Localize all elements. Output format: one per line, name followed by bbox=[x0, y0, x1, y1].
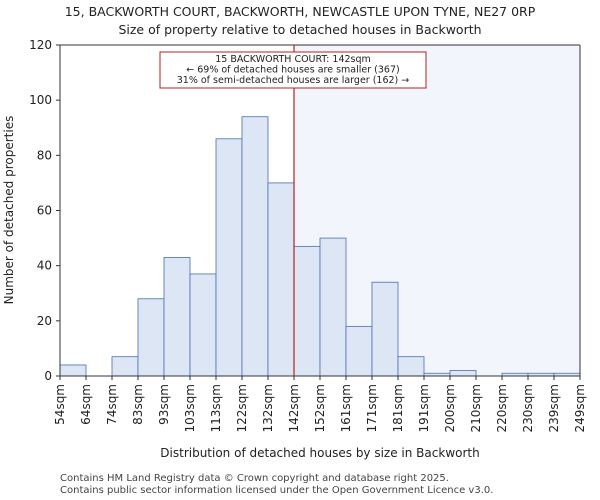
y-tick-label: 0 bbox=[44, 369, 52, 383]
bar-122sqm bbox=[241, 116, 269, 377]
x-tick-label: 64sqm bbox=[79, 384, 93, 425]
y-tick-label: 40 bbox=[37, 259, 52, 273]
x-tick-label: 220sqm bbox=[495, 384, 509, 432]
bar-132sqm bbox=[267, 182, 295, 377]
bar-152sqm bbox=[319, 237, 347, 377]
bar-54sqm bbox=[59, 364, 87, 377]
annotation-line-2: ← 69% of detached houses are smaller (36… bbox=[186, 65, 399, 76]
bar-74sqm bbox=[111, 356, 139, 377]
bar-93sqm bbox=[163, 256, 191, 377]
x-tick-label: 93sqm bbox=[157, 384, 171, 425]
x-tick-label: 132sqm bbox=[261, 384, 275, 432]
x-tick-label: 239sqm bbox=[547, 384, 561, 432]
x-tick-label: 122sqm bbox=[235, 384, 249, 432]
x-tick-label: 210sqm bbox=[469, 384, 483, 432]
x-tick-label: 191sqm bbox=[417, 384, 431, 432]
y-axis-label: Number of detached properties bbox=[2, 116, 16, 305]
x-tick-label: 103sqm bbox=[183, 384, 197, 432]
x-tick-label: 113sqm bbox=[209, 384, 223, 432]
x-tick-label: 142sqm bbox=[287, 384, 301, 432]
x-tick-label: 200sqm bbox=[443, 384, 457, 432]
bar-200sqm bbox=[449, 370, 477, 377]
bar-142sqm bbox=[293, 245, 321, 377]
y-tick-label: 100 bbox=[29, 93, 52, 107]
x-tick-label: 161sqm bbox=[339, 384, 353, 432]
bar-161sqm bbox=[345, 325, 373, 377]
footer-credit-line-2: Contains public sector information licen… bbox=[60, 485, 494, 496]
chart-subtitle: Size of property relative to detached ho… bbox=[118, 22, 482, 37]
bar-171sqm bbox=[371, 281, 399, 377]
bar-181sqm bbox=[397, 356, 425, 377]
bar-83sqm bbox=[137, 298, 165, 377]
x-tick-label: 54sqm bbox=[53, 384, 67, 425]
x-tick-label: 249sqm bbox=[573, 384, 587, 432]
bar-103sqm bbox=[189, 273, 217, 377]
x-axis-label: Distribution of detached houses by size … bbox=[160, 446, 479, 460]
footer-credit-line-1: Contains HM Land Registry data © Crown c… bbox=[60, 473, 449, 484]
y-tick-label: 20 bbox=[37, 314, 52, 328]
chart-title: 15, BACKWORTH COURT, BACKWORTH, NEWCASTL… bbox=[64, 4, 536, 19]
x-tick-label: 74sqm bbox=[105, 384, 119, 425]
annotation-box bbox=[159, 51, 427, 89]
y-tick-label: 80 bbox=[37, 148, 52, 162]
y-tick-label: 120 bbox=[29, 38, 52, 52]
x-tick-label: 83sqm bbox=[131, 384, 145, 425]
y-tick-label: 60 bbox=[37, 204, 52, 218]
bar-113sqm bbox=[215, 138, 243, 377]
annotation-line-1: 15 BACKWORTH COURT: 142sqm bbox=[215, 54, 371, 65]
x-tick-label: 181sqm bbox=[391, 384, 405, 432]
x-tick-label: 171sqm bbox=[365, 384, 379, 432]
x-tick-label: 152sqm bbox=[313, 384, 327, 432]
x-tick-label: 230sqm bbox=[521, 384, 535, 432]
annotation-line-3: 31% of semi-detached houses are larger (… bbox=[177, 75, 410, 86]
